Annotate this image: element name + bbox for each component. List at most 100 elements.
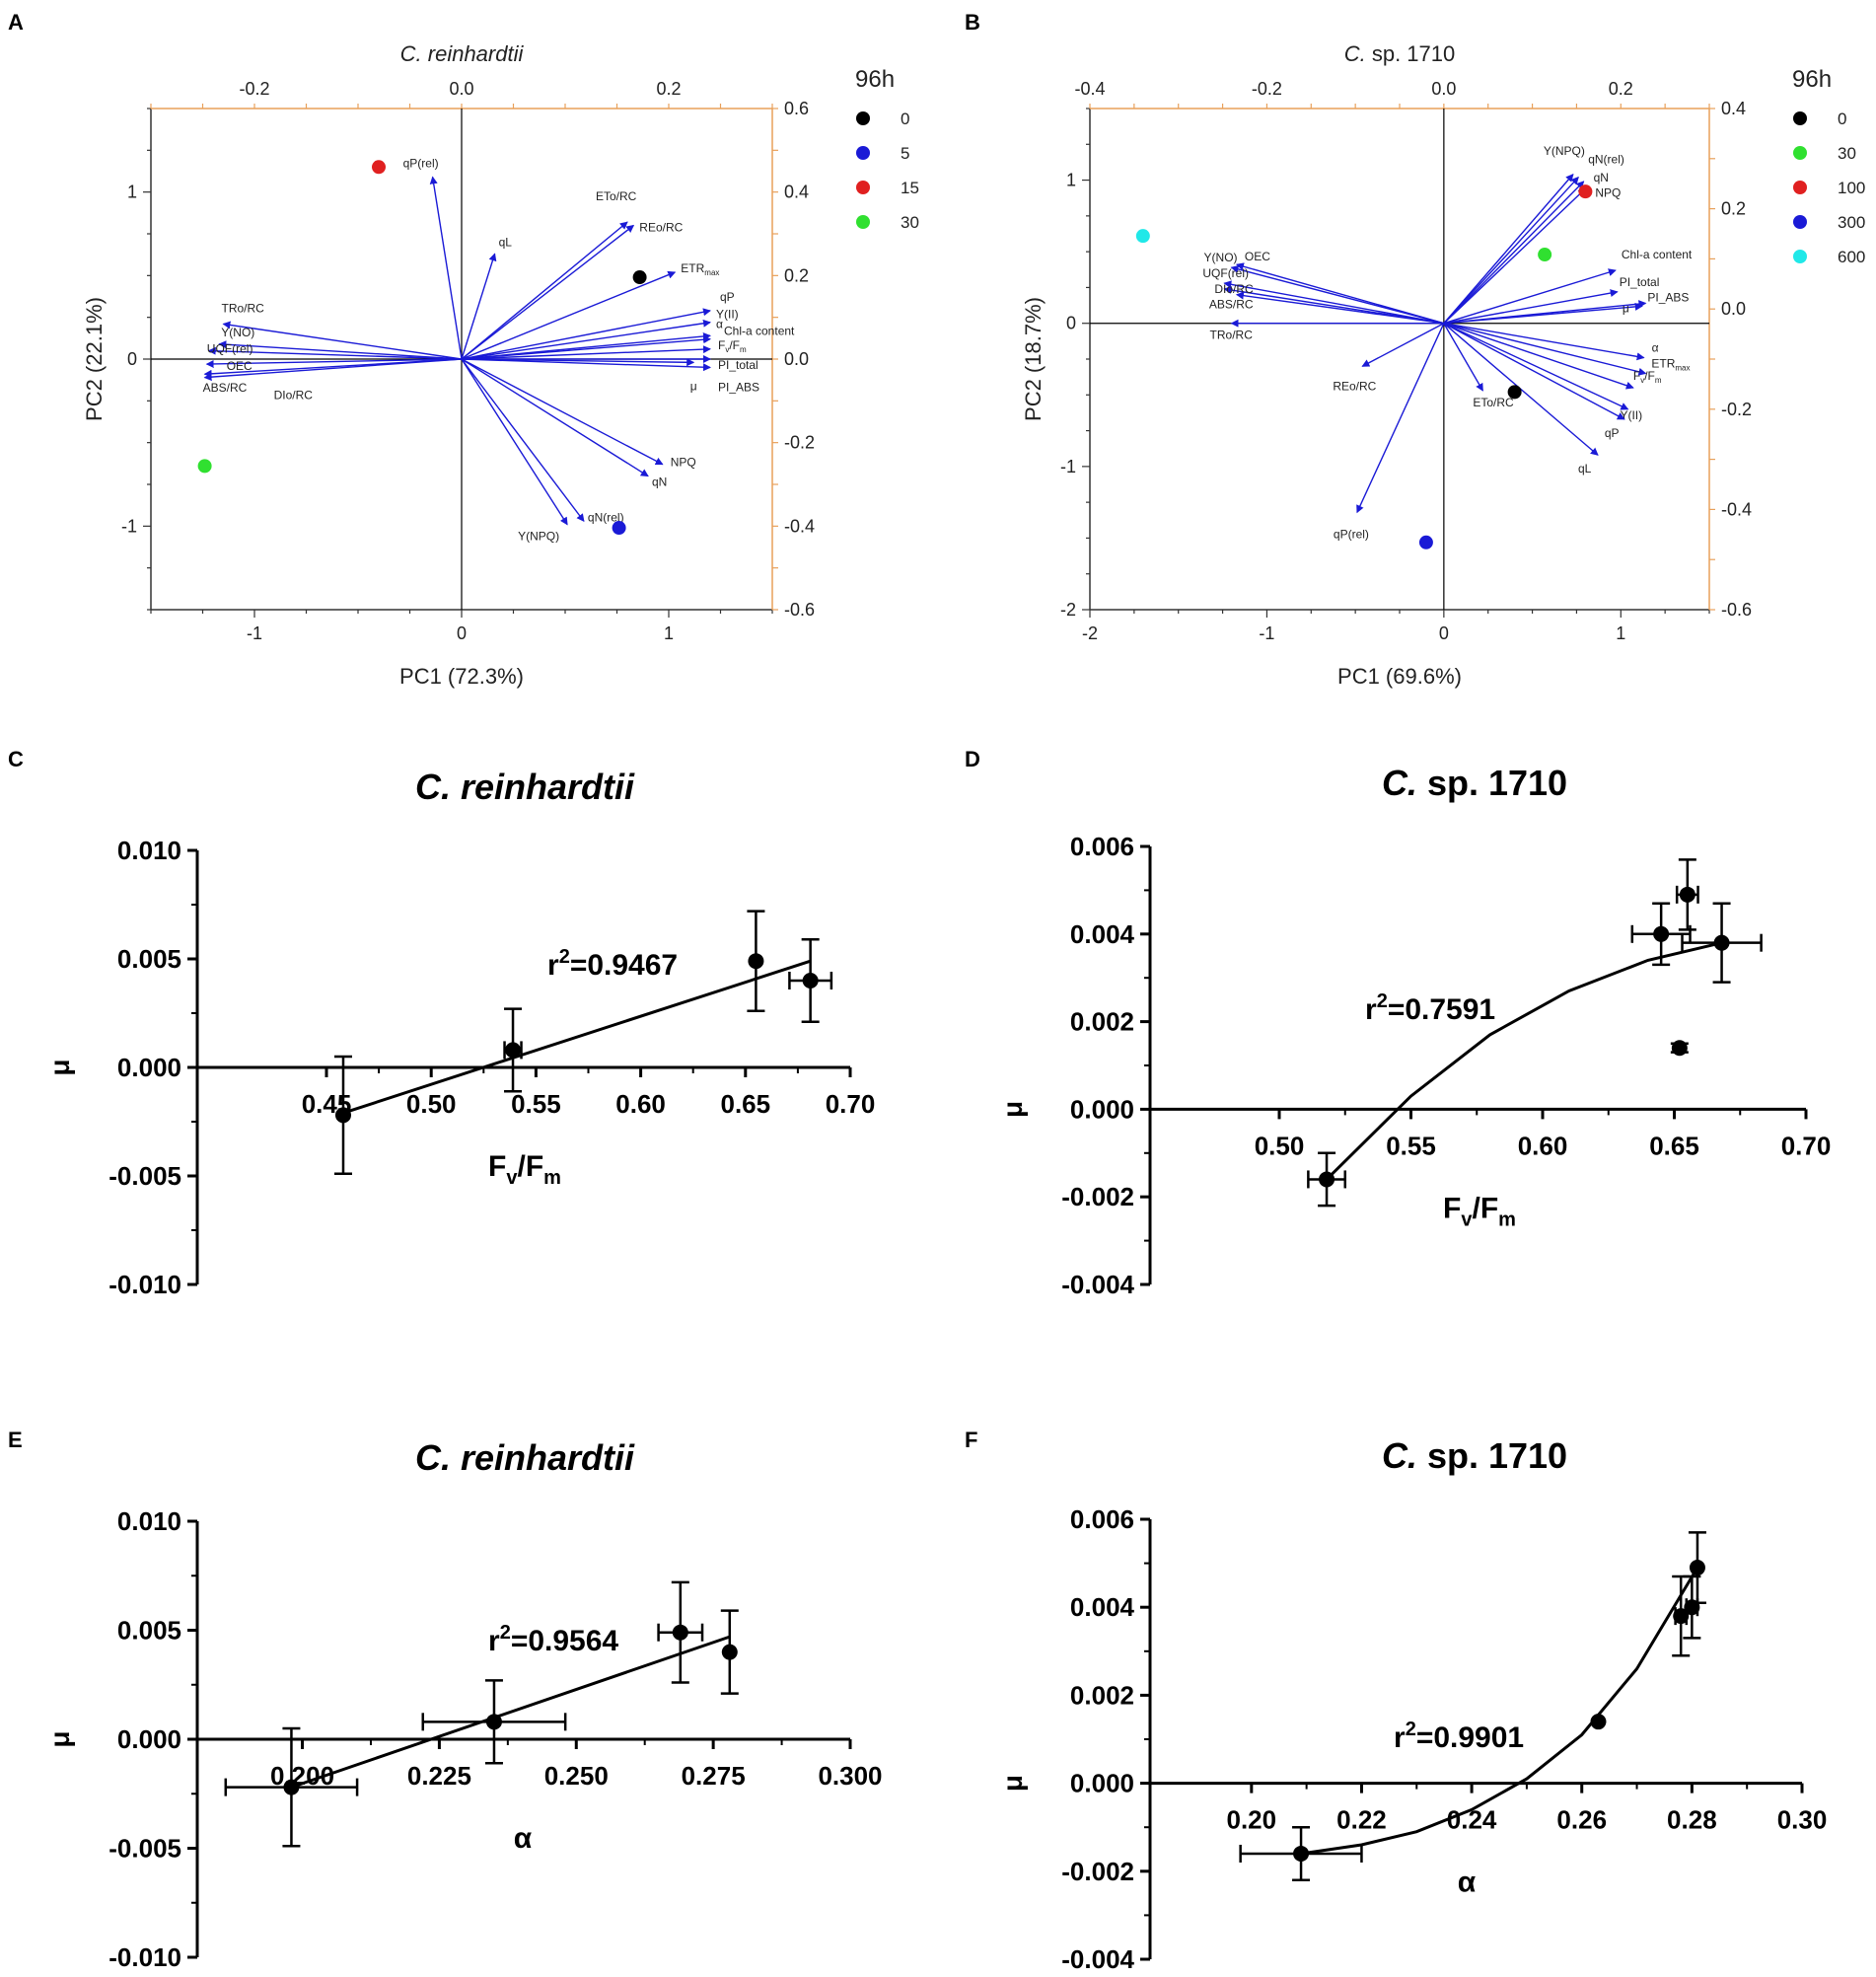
pca-b-sample-point	[1135, 229, 1150, 244]
pca-a-vector	[461, 358, 585, 523]
panel-letter-f: F	[965, 1428, 977, 1452]
pca-b-legend-label: 0	[1838, 110, 1846, 128]
pca-a-vector-label: qN(rel)	[588, 510, 624, 524]
pca-b-vector-label: DIo/RC	[1214, 282, 1254, 296]
pca-a-vector	[461, 358, 695, 367]
pca-b-vector-label: Y(II)	[1620, 408, 1642, 422]
pca-a-vector	[461, 358, 568, 526]
reg-d-xlabel-slash: /	[1472, 1192, 1480, 1224]
reg-c-r2-exponent: 2	[559, 946, 570, 968]
pca-b-sec-ytick-label: 0.0	[1721, 299, 1746, 319]
reg-f-xlabel: α	[1458, 1867, 1477, 1899]
pca-b-legend-label: 100	[1838, 179, 1865, 197]
reg-d-r2-r: r	[1365, 993, 1377, 1026]
pca-b-ytick-label: 0	[1066, 314, 1076, 333]
reg-e-ytick-label: -0.010	[108, 1942, 181, 1972]
pca-b-vector	[1361, 323, 1445, 367]
reg-f-xtick-label: 0.26	[1556, 1805, 1607, 1835]
reg-f-ytick-label: -0.004	[1061, 1944, 1134, 1974]
pca-b-vector-label: μ	[1623, 301, 1629, 315]
pca-a-sample-point	[372, 160, 386, 175]
pca-a-vector	[429, 176, 463, 360]
reg-d-xtick-label: 0.70	[1781, 1131, 1832, 1160]
reg-e-r2-value: =0.9564	[511, 1625, 619, 1657]
pca-a-vector	[203, 358, 463, 382]
reg-f-r2-value: =0.9901	[1416, 1721, 1524, 1754]
pca-b-vector	[1443, 323, 1647, 376]
reg-e-data-point	[485, 1714, 502, 1730]
pca-b-xtick-label: 0	[1439, 623, 1449, 643]
pca-b-title-species: sp. 1710	[1366, 41, 1456, 66]
pca-a-vector-label: TRo/RC	[222, 301, 265, 315]
pca-b-sample-point	[1538, 248, 1552, 262]
reg-e-xlabel: α	[514, 1822, 533, 1855]
pca-a-vector-label: ABS/RC	[203, 381, 248, 395]
pca-b-vector-label: Y(NPQ)	[1544, 144, 1585, 158]
pca-a-vector-label-main: ETR	[681, 261, 704, 275]
pca-b-vector	[1443, 174, 1574, 325]
pca-a-ytick-label: 0	[127, 349, 137, 369]
reg-f-r2-r: r	[1394, 1721, 1406, 1754]
reg-c-xtick-label: 0.70	[826, 1089, 876, 1119]
reg-f-xtick-label: 0.22	[1336, 1805, 1387, 1835]
pca-a-sec-ytick-label: -0.2	[784, 433, 815, 453]
pca-b-vector-label: qP	[1605, 426, 1620, 440]
pca-a-sample-point	[612, 521, 626, 536]
pca-b-vector	[1223, 280, 1444, 325]
pca-b-vector	[1235, 291, 1444, 325]
reg-f-ytick-label: -0.002	[1061, 1857, 1134, 1886]
pca-a-sec-ytick-label: 0.6	[784, 99, 809, 118]
pca-a-legend-marker	[856, 146, 870, 160]
pca-b-legend-marker	[1793, 146, 1807, 160]
pca-b-ytick-label: 1	[1066, 171, 1076, 190]
pca-a-legend-marker	[856, 181, 870, 194]
pca-a-sample-point	[197, 459, 212, 474]
pca-b-vector	[1443, 323, 1625, 420]
panel-letter-c: C	[8, 747, 24, 771]
reg-c-data-point	[748, 953, 764, 970]
pca-a-sec-ytick-label: 0.2	[784, 265, 809, 285]
pca-b-legend-marker	[1793, 181, 1807, 194]
pca-a-vector-label: PI_ABS	[718, 380, 759, 394]
pca-b-vector	[1443, 268, 1617, 325]
panel-letter-a: A	[8, 10, 24, 35]
pca-a-sec-ytick-label: -0.4	[784, 516, 815, 536]
pca-a-vector	[461, 358, 711, 372]
reg-d-data-point	[1671, 1040, 1688, 1057]
reg-d-title: C. sp. 1710	[1382, 763, 1567, 803]
reg-d-xlabel-sub: v	[1461, 1208, 1473, 1230]
reg-c-xtick-label: 0.65	[720, 1089, 770, 1119]
pca-a-vector	[461, 358, 649, 477]
pca-a-vector-label: Y(NO)	[221, 326, 254, 339]
reg-c-xlabel-sub: v	[506, 1167, 518, 1189]
pca-b-legend-marker	[1793, 215, 1807, 229]
reg-e-r2-label: r2=0.9564	[488, 1622, 618, 1657]
reg-d-ytick-label: 0.004	[1070, 919, 1135, 949]
pca-b-sec-xtick-label: 0.0	[1431, 79, 1456, 99]
reg-c-title-italic: C. reinhardtii	[415, 767, 635, 807]
reg-d-data-point	[1653, 925, 1670, 942]
reg-c-xtick-label: 0.55	[511, 1089, 561, 1119]
pca-b-legend-marker	[1793, 250, 1807, 263]
pca-b-vector	[1443, 187, 1587, 325]
pca-b-vector-label: qP(rel)	[1334, 527, 1369, 541]
reg-d-xtick-label: 0.65	[1649, 1131, 1699, 1160]
pca-b-vector	[1235, 262, 1445, 325]
pca-b-vector	[1443, 302, 1643, 325]
reg-d-r2-label: r2=0.7591	[1365, 990, 1495, 1026]
reg-e-ylabel: μ	[44, 1730, 75, 1747]
reg-f-title: C. sp. 1710	[1382, 1435, 1567, 1476]
pca-b-vector-label: OEC	[1245, 250, 1270, 263]
pca-a-vector-label: PI_total	[718, 358, 758, 372]
pca-b-title: C. sp. 1710	[1344, 41, 1456, 66]
reg-c-xtick-label: 0.50	[406, 1089, 457, 1119]
reg-c-ytick-label: 0.000	[117, 1053, 181, 1082]
pca-a-vector-label: NPQ	[671, 456, 696, 470]
reg-e-data-point	[672, 1624, 688, 1641]
reg-c-ytick-label: -0.005	[108, 1161, 181, 1191]
reg-d-xlabel-sub: m	[1498, 1208, 1516, 1230]
pca-b-vector-label-main: /F	[1644, 369, 1655, 383]
reg-c-r2-r: r	[547, 949, 559, 982]
pca-b-vector-label: qL	[1578, 462, 1592, 476]
reg-c-xlabel-main: F	[526, 1150, 543, 1183]
